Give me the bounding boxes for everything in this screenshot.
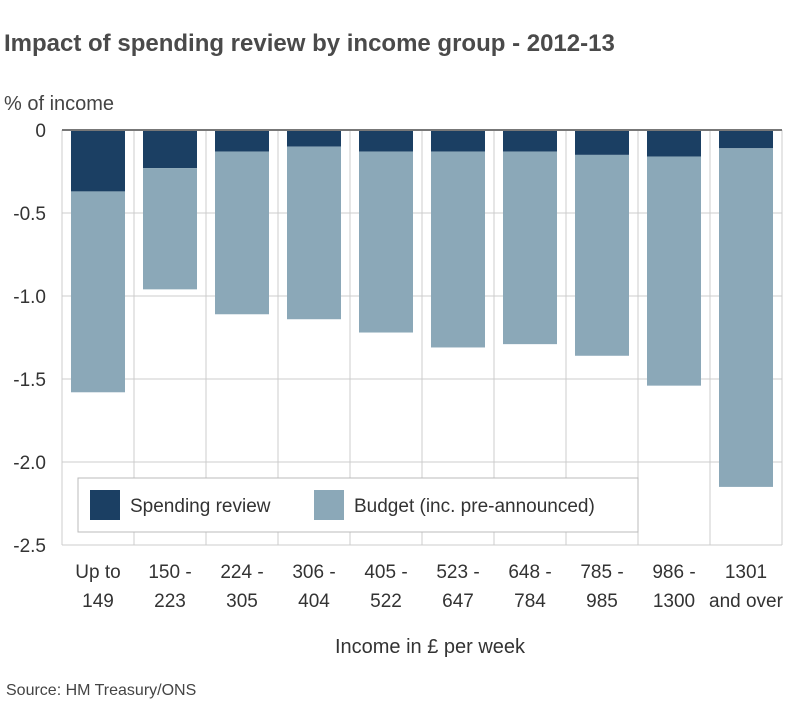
bar-budget [575, 154, 629, 356]
legend-label: Spending review [130, 496, 271, 517]
bar-spending-review [575, 130, 629, 155]
y-tick-label: -1.0 [13, 287, 46, 308]
bar-budget [503, 151, 557, 345]
y-axis-label: % of income [4, 93, 115, 115]
y-tick-label: -0.5 [13, 204, 46, 225]
x-tick-label: 1300 [653, 591, 695, 612]
bar-spending-review [287, 130, 341, 147]
x-tick-label: 305 [226, 591, 258, 612]
x-tick-label: 1301 [725, 562, 767, 583]
bar-budget [143, 168, 197, 290]
bar-spending-review [719, 130, 773, 149]
x-tick-label: 404 [298, 591, 330, 612]
x-tick-label: 985 [586, 591, 618, 612]
x-tick-label: 523 - [436, 562, 479, 583]
bar-spending-review [143, 130, 197, 169]
x-tick-label: 785 - [580, 562, 623, 583]
x-tick-label: 306 - [292, 562, 335, 583]
chart-title: Impact of spending review by income grou… [4, 30, 615, 57]
bar-budget [719, 148, 773, 487]
legend-swatch [314, 490, 344, 520]
bar-spending-review [215, 130, 269, 152]
x-tick-label: 223 [154, 591, 186, 612]
bar-budget [215, 151, 269, 315]
bar-spending-review [71, 130, 125, 192]
y-tick-label: -2.5 [13, 536, 46, 557]
y-tick-label: -2.0 [13, 453, 46, 474]
bar-budget [431, 151, 485, 348]
x-tick-label: 522 [370, 591, 402, 612]
x-tick-label: 784 [514, 591, 546, 612]
y-tick-label: -1.5 [13, 370, 46, 391]
x-tick-label: 149 [82, 591, 114, 612]
bar-budget [359, 151, 413, 333]
x-tick-label: 648 - [508, 562, 551, 583]
x-tick-label: 647 [442, 591, 474, 612]
x-tick-label: 150 - [148, 562, 191, 583]
legend-swatch [90, 490, 120, 520]
x-axis-label: Income in £ per week [335, 636, 526, 658]
bar-budget [71, 191, 125, 393]
x-tick-label: 405 - [364, 562, 407, 583]
x-tick-label: 986 - [652, 562, 695, 583]
legend-box [77, 477, 639, 533]
bar-spending-review [359, 130, 413, 152]
x-tick-label: Up to [75, 562, 120, 583]
x-tick-label: and over [709, 591, 784, 612]
bar-spending-review [431, 130, 485, 152]
bar-budget [287, 146, 341, 320]
legend-label: Budget (inc. pre-announced) [354, 496, 595, 517]
y-tick-label: 0 [35, 121, 46, 142]
bar-spending-review [647, 130, 701, 157]
bar-budget [647, 156, 701, 386]
bar-spending-review [503, 130, 557, 152]
x-tick-label: 224 - [220, 562, 263, 583]
source-note: Source: HM Treasury/ONS [6, 682, 197, 699]
